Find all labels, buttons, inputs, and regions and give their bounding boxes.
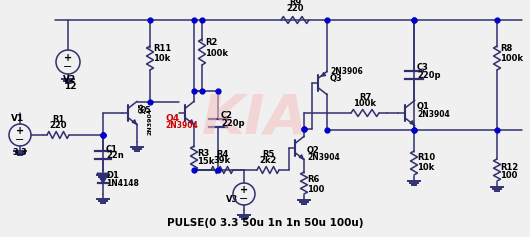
Text: +: + bbox=[64, 53, 72, 63]
Text: Q3: Q3 bbox=[330, 73, 343, 82]
Text: 100k: 100k bbox=[205, 49, 228, 58]
Text: 2N3904: 2N3904 bbox=[307, 154, 340, 163]
Text: 10k: 10k bbox=[417, 163, 434, 172]
Text: Q2: Q2 bbox=[307, 146, 320, 155]
Text: Q4: Q4 bbox=[165, 114, 179, 123]
Text: R7: R7 bbox=[359, 93, 371, 102]
Text: −: − bbox=[63, 62, 73, 72]
Text: R5: R5 bbox=[262, 150, 274, 159]
Text: R1: R1 bbox=[52, 115, 64, 124]
Text: 39k: 39k bbox=[214, 156, 231, 165]
Text: R8: R8 bbox=[500, 44, 513, 53]
Text: V3: V3 bbox=[226, 195, 238, 204]
Text: 2k2: 2k2 bbox=[259, 156, 277, 165]
Text: Q1: Q1 bbox=[417, 101, 430, 110]
Text: 2N3906: 2N3906 bbox=[330, 67, 363, 76]
Text: 3.3: 3.3 bbox=[13, 148, 28, 157]
Text: 100: 100 bbox=[307, 184, 324, 193]
Text: 220p: 220p bbox=[221, 119, 244, 128]
Text: Q5: Q5 bbox=[140, 105, 152, 114]
Text: 1N4148: 1N4148 bbox=[106, 179, 139, 188]
Text: 2N3904: 2N3904 bbox=[165, 122, 198, 131]
Text: 2N3904: 2N3904 bbox=[148, 107, 153, 135]
Text: 12: 12 bbox=[64, 82, 76, 91]
Text: Q5: Q5 bbox=[139, 103, 145, 113]
Text: +: + bbox=[16, 126, 24, 136]
Text: R2: R2 bbox=[205, 37, 217, 46]
Text: 2N3904: 2N3904 bbox=[417, 109, 450, 118]
Text: R11: R11 bbox=[153, 44, 171, 53]
Text: R12: R12 bbox=[500, 163, 518, 172]
Text: 220: 220 bbox=[49, 121, 67, 130]
Text: R10: R10 bbox=[417, 154, 435, 163]
Text: 22n: 22n bbox=[106, 151, 123, 160]
Text: V2: V2 bbox=[64, 75, 77, 84]
Text: R6: R6 bbox=[307, 176, 320, 184]
Text: C2: C2 bbox=[221, 110, 233, 119]
Text: R4: R4 bbox=[216, 150, 228, 159]
Text: 220p: 220p bbox=[417, 72, 440, 81]
Text: C1: C1 bbox=[106, 145, 118, 154]
Text: KIA: KIA bbox=[202, 91, 308, 145]
Text: 220: 220 bbox=[286, 4, 304, 13]
Text: 100: 100 bbox=[500, 172, 517, 181]
Text: 15k: 15k bbox=[197, 158, 214, 167]
Text: 10k: 10k bbox=[153, 54, 170, 63]
Text: −: − bbox=[15, 135, 25, 145]
Text: C3: C3 bbox=[417, 63, 429, 72]
Text: R3: R3 bbox=[197, 149, 209, 158]
Text: R9: R9 bbox=[289, 0, 301, 7]
Polygon shape bbox=[98, 173, 109, 182]
Text: V1: V1 bbox=[11, 114, 24, 123]
Text: −: − bbox=[240, 194, 249, 204]
Text: +: + bbox=[240, 185, 248, 195]
Text: PULSE(0 3.3 50u 1n 1n 50u 100u): PULSE(0 3.3 50u 1n 1n 50u 100u) bbox=[167, 218, 363, 228]
Text: D1: D1 bbox=[106, 172, 119, 181]
Text: 100k: 100k bbox=[354, 99, 376, 108]
Text: 100k: 100k bbox=[500, 54, 523, 63]
